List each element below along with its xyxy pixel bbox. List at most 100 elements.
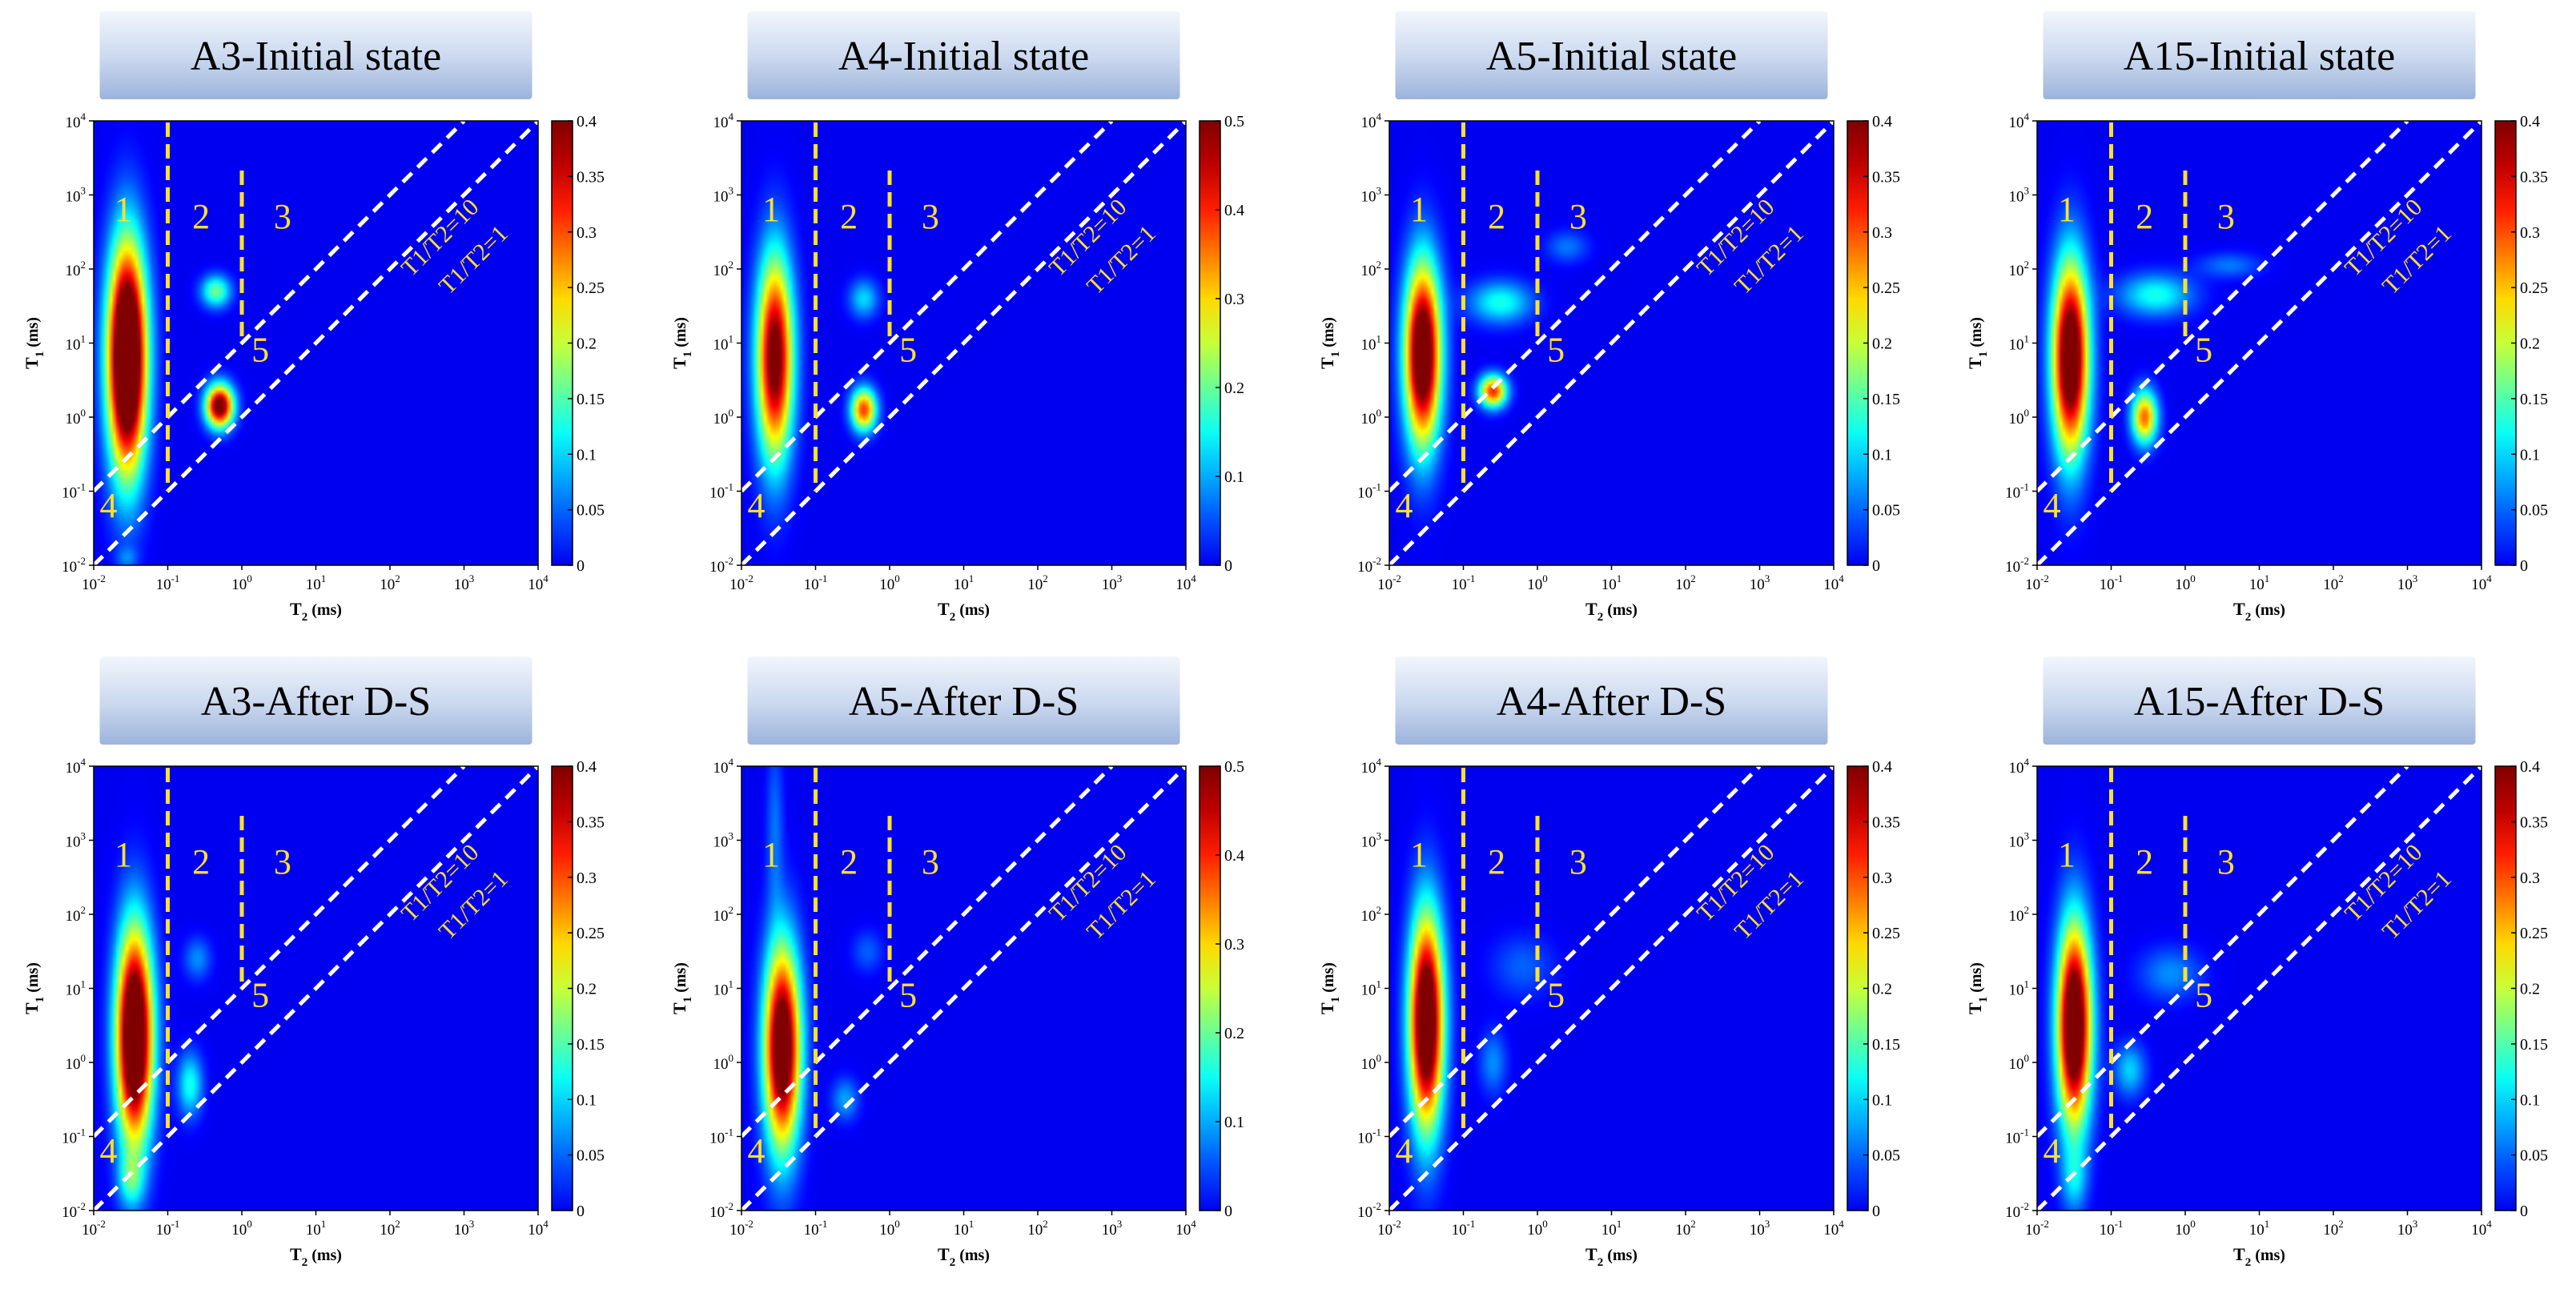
tick-label: 102 — [2323, 1218, 2344, 1239]
tick-label: 10-2 — [82, 1218, 106, 1239]
colorbar-tick-label: 0.15 — [577, 1036, 605, 1054]
tick-label: 10-1 — [804, 572, 828, 593]
tick-label: 10-1 — [62, 481, 86, 502]
title-box — [747, 657, 1180, 745]
colorbar-tick-label: 0.2 — [577, 981, 597, 998]
colorbar-tick-label: 0.4 — [1224, 847, 1244, 865]
region-label: 1 — [1410, 835, 1428, 874]
region-label: 5 — [251, 976, 269, 1015]
tick-label: 104 — [66, 756, 86, 777]
colorbar-tick-label: 0.3 — [577, 869, 597, 887]
colorbar-tick-label: 0.2 — [1224, 379, 1244, 397]
tick-label: 101 — [1361, 333, 1382, 354]
colorbar-tick-label: 0 — [1872, 557, 1880, 575]
tick-label: 103 — [2009, 185, 2030, 206]
x-axis-label: T2 (ms) — [290, 1244, 342, 1269]
x-axis-label: T2 (ms) — [938, 1244, 990, 1269]
tick-label: 10-2 — [1377, 572, 1401, 593]
tick-label: 103 — [2397, 572, 2418, 593]
region-label: 4 — [2044, 486, 2061, 525]
tick-label: 104 — [1823, 1218, 1844, 1239]
tick-label: 103 — [713, 830, 734, 851]
x-axis-label: T2 (ms) — [2233, 1244, 2285, 1269]
tick-label: 100 — [231, 572, 252, 593]
tick-label: 102 — [2323, 572, 2344, 593]
tick-label: 100 — [1361, 407, 1382, 428]
tick-label: 102 — [380, 572, 400, 593]
colorbar-tick-label: 0.1 — [2520, 446, 2540, 464]
region-label: 4 — [100, 486, 118, 525]
tick-label: 10-2 — [1357, 1200, 1381, 1221]
tick-label: 10-2 — [82, 572, 106, 593]
colorbar-tick-label: 0.4 — [2520, 758, 2540, 776]
tick-label: 102 — [1675, 572, 1696, 593]
y-axis-label: T1 (ms) — [669, 317, 694, 369]
colorbar-tick-label: 0.35 — [1872, 813, 1900, 831]
colorbar-tick-label: 0.3 — [2520, 224, 2540, 242]
colorbar-tick-label: 0.15 — [1872, 1036, 1900, 1054]
ratio-10-line — [2037, 121, 2409, 493]
tick-label: 10-1 — [709, 481, 733, 502]
tick-label: 10-1 — [1357, 481, 1381, 502]
x-axis-label: T2 (ms) — [1585, 599, 1638, 624]
colorbar-tick-label: 0.4 — [577, 758, 597, 776]
colorbar-tick-label: 0.25 — [577, 279, 605, 297]
colorbar-tick-label: 0.25 — [1872, 279, 1900, 297]
tick-label: 102 — [66, 904, 86, 925]
y-axis-label: T1 (ms) — [1317, 317, 1342, 369]
colorbar-tick-label: 0.3 — [1224, 291, 1244, 308]
title-box — [747, 11, 1180, 99]
tick-label: 10-1 — [2005, 1126, 2029, 1147]
colorbar-tick-label: 0.2 — [1872, 335, 1892, 353]
colorbar-tick-label: 0.4 — [2520, 113, 2540, 131]
tick-label: 103 — [66, 185, 86, 206]
colorbar-tick-label: 0.25 — [1872, 925, 1900, 942]
colorbar-tick-label: 0.1 — [577, 1091, 597, 1109]
tick-label: 103 — [1361, 185, 1382, 206]
tick-label: 10-2 — [709, 555, 733, 576]
colorbar-tick-label: 0.3 — [577, 224, 597, 242]
chart-title: A4-Initial state — [838, 34, 1089, 79]
region-label: 1 — [2058, 835, 2076, 874]
region-label: 5 — [2195, 331, 2212, 370]
title-box — [2043, 11, 2476, 99]
region-label: 4 — [748, 486, 766, 525]
tick-label: 104 — [1823, 572, 1844, 593]
tick-label: 101 — [66, 978, 86, 999]
tick-label: 100 — [713, 1052, 734, 1073]
tick-label: 10-1 — [2100, 1218, 2124, 1239]
y-axis-label: T1 (ms) — [22, 317, 46, 369]
colorbar-tick-label: 0.25 — [577, 925, 605, 942]
region-label: 2 — [1488, 197, 1505, 236]
title-box — [1395, 11, 1828, 99]
colorbar-tick-label: 0.1 — [1872, 1091, 1892, 1109]
tick-label: 102 — [2009, 259, 2030, 279]
tick-label: 100 — [1361, 1052, 1382, 1073]
x-axis-label: T2 (ms) — [2233, 599, 2285, 624]
tick-label: 10-2 — [1377, 1218, 1401, 1239]
tick-label: 100 — [1527, 572, 1548, 593]
colorbar-tick-label: 0.2 — [1224, 1025, 1244, 1042]
region-label: 1 — [762, 190, 780, 229]
colorbar-tick-label: 0.3 — [1224, 936, 1244, 954]
colorbar-tick-label: 0.1 — [1224, 468, 1244, 486]
tick-label: 104 — [528, 572, 549, 593]
tick-label: 10-1 — [804, 1218, 828, 1239]
colorbar-tick-label: 0.3 — [1872, 224, 1892, 242]
tick-label: 101 — [954, 1218, 975, 1239]
colorbar-tick-label: 0.25 — [2520, 925, 2548, 942]
colorbar-tick-label: 0 — [2520, 557, 2528, 575]
tick-label: 101 — [2249, 1218, 2270, 1239]
colorbar-tick-label: 0.15 — [577, 391, 605, 408]
y-axis-label: T1 (ms) — [22, 962, 46, 1014]
tick-label: 101 — [66, 333, 86, 354]
ratio-10-line — [2037, 766, 2409, 1138]
region-label: 1 — [762, 835, 780, 874]
colorbar — [1199, 765, 1221, 1211]
tick-label: 104 — [2471, 572, 2492, 593]
region-label: 5 — [1547, 976, 1565, 1015]
